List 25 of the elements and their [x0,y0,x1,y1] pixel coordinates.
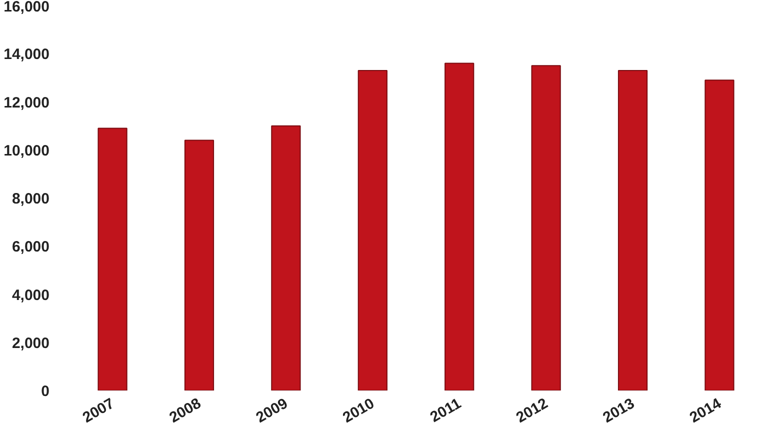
y-tick-label: 14,000 [4,46,50,64]
x-tick-label: 2013 [600,395,638,426]
y-tick-label: 4,000 [12,286,50,304]
x-tick-label: 2014 [686,394,725,426]
bar [271,125,301,390]
y-tick-label: 8,000 [12,190,50,208]
bar [444,62,474,390]
x-tick-label: 2011 [427,395,464,426]
x-tick-label: 2012 [513,395,551,426]
y-tick-label: 10,000 [4,142,50,160]
bar [184,140,214,390]
y-tick-label: 2,000 [12,334,50,352]
bar [98,128,128,390]
y-tick-label: 16,000 [4,0,50,16]
x-tick-label: 2008 [166,395,204,426]
bar [358,70,388,390]
y-tick-label: 0 [41,383,50,400]
y-tick-label: 6,000 [12,238,50,256]
x-tick-label: 2010 [340,395,378,426]
bar [704,80,734,390]
x-tick-label: 2007 [80,395,118,426]
bar [531,65,561,390]
y-tick-label: 12,000 [4,94,50,112]
x-tick-label: 2009 [253,395,291,426]
bar [618,70,648,390]
